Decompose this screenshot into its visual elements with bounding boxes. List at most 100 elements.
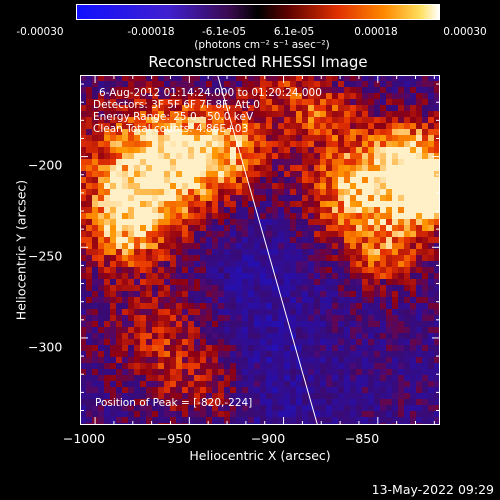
heatmap-cell	[368, 147, 375, 154]
heatmap-cell	[422, 369, 429, 376]
heatmap-cell	[302, 327, 309, 334]
heatmap-cell	[266, 381, 273, 388]
heatmap-cell	[284, 393, 291, 400]
heatmap-cell	[272, 87, 279, 94]
heatmap-cell	[200, 279, 207, 286]
heatmap-cell	[176, 309, 183, 316]
heatmap-cell	[422, 87, 429, 94]
heatmap-cell	[302, 87, 309, 94]
heatmap-cell	[374, 261, 381, 268]
heatmap-cell	[224, 195, 231, 202]
heatmap-cell	[176, 273, 183, 280]
heatmap-cell	[374, 399, 381, 406]
heatmap-cell	[80, 105, 87, 112]
heatmap-cell	[296, 231, 303, 238]
heatmap-cell	[278, 375, 285, 382]
heatmap-cell	[368, 255, 375, 262]
heatmap-cell	[218, 315, 225, 322]
heatmap-cell	[98, 417, 105, 424]
heatmap-cell	[326, 267, 333, 274]
heatmap-cell	[236, 279, 243, 286]
heatmap-cell	[272, 159, 279, 166]
heatmap-cell	[320, 213, 327, 220]
heatmap-cell	[404, 363, 411, 370]
heatmap-cell	[194, 201, 201, 208]
heatmap-cell	[242, 207, 249, 214]
heatmap-cell	[350, 393, 357, 400]
heatmap-cell	[362, 117, 369, 124]
heatmap-cell	[320, 393, 327, 400]
heatmap-cell	[98, 297, 105, 304]
heatmap-cell	[428, 327, 435, 334]
heatmap-cell	[398, 261, 405, 268]
heatmap-cell	[344, 201, 351, 208]
heatmap-cell	[152, 159, 159, 166]
heatmap-cell	[158, 285, 165, 292]
heatmap-cell	[320, 351, 327, 358]
heatmap-cell	[248, 369, 255, 376]
heatmap-cell	[398, 207, 405, 214]
heatmap-cell	[392, 249, 399, 256]
heatmap-cell	[266, 327, 273, 334]
heatmap-cell	[242, 357, 249, 364]
heatmap-cell	[242, 105, 249, 112]
heatmap-cell	[290, 231, 297, 238]
heatmap-cell	[176, 375, 183, 382]
heatmap-cell	[164, 267, 171, 274]
heatmap-cell	[80, 93, 87, 100]
heatmap-cell	[362, 213, 369, 220]
heatmap-cell	[272, 363, 279, 370]
heatmap-cell	[398, 267, 405, 274]
heatmap-cell	[134, 273, 141, 280]
heatmap-cell	[176, 363, 183, 370]
heatmap-cell	[104, 231, 111, 238]
heatmap-cell	[140, 279, 147, 286]
heatmap-cell	[284, 99, 291, 106]
heatmap-cell	[218, 327, 225, 334]
heatmap-cell	[404, 405, 411, 412]
heatmap-cell	[308, 183, 315, 190]
heatmap-cell	[206, 195, 213, 202]
heatmap-cell	[266, 165, 273, 172]
heatmap-cell	[80, 399, 87, 406]
heatmap-cell	[386, 357, 393, 364]
heatmap-cell	[284, 93, 291, 100]
heatmap-cell	[368, 345, 375, 352]
heatmap-cell	[122, 291, 129, 298]
heatmap-cell	[212, 399, 219, 406]
heatmap-cell	[152, 87, 159, 94]
heatmap-cell	[254, 195, 261, 202]
heatmap-cell	[332, 285, 339, 292]
heatmap-cell	[116, 117, 123, 124]
heatmap-cell	[380, 363, 387, 370]
heatmap-cell	[278, 189, 285, 196]
heatmap-cell	[308, 231, 315, 238]
heatmap-cell	[254, 135, 261, 142]
heatmap-cell	[356, 333, 363, 340]
heatmap-cell	[284, 201, 291, 208]
heatmap-cell	[260, 249, 267, 256]
heatmap-cell	[308, 339, 315, 346]
heatmap-cell	[428, 267, 435, 274]
heatmap-cell	[374, 189, 381, 196]
heatmap-cell	[266, 189, 273, 196]
heatmap-cell	[200, 249, 207, 256]
heatmap-cell	[230, 237, 237, 244]
heatmap-cell	[80, 165, 87, 172]
heatmap-cell	[362, 189, 369, 196]
heatmap-cell	[368, 411, 375, 418]
heatmap-cell	[278, 195, 285, 202]
heatmap-cell	[428, 375, 435, 382]
heatmap-cell	[338, 153, 345, 160]
heatmap-cell	[248, 351, 255, 358]
heatmap-cell	[170, 225, 177, 232]
heatmap-cell	[308, 405, 315, 412]
heatmap-cell	[104, 243, 111, 250]
heatmap-cell	[86, 159, 93, 166]
heatmap-cell	[158, 177, 165, 184]
heatmap-cell	[104, 345, 111, 352]
heatmap-cell	[140, 303, 147, 310]
heatmap-cell	[110, 165, 117, 172]
heatmap-cell	[128, 99, 135, 106]
heatmap-cell	[326, 381, 333, 388]
